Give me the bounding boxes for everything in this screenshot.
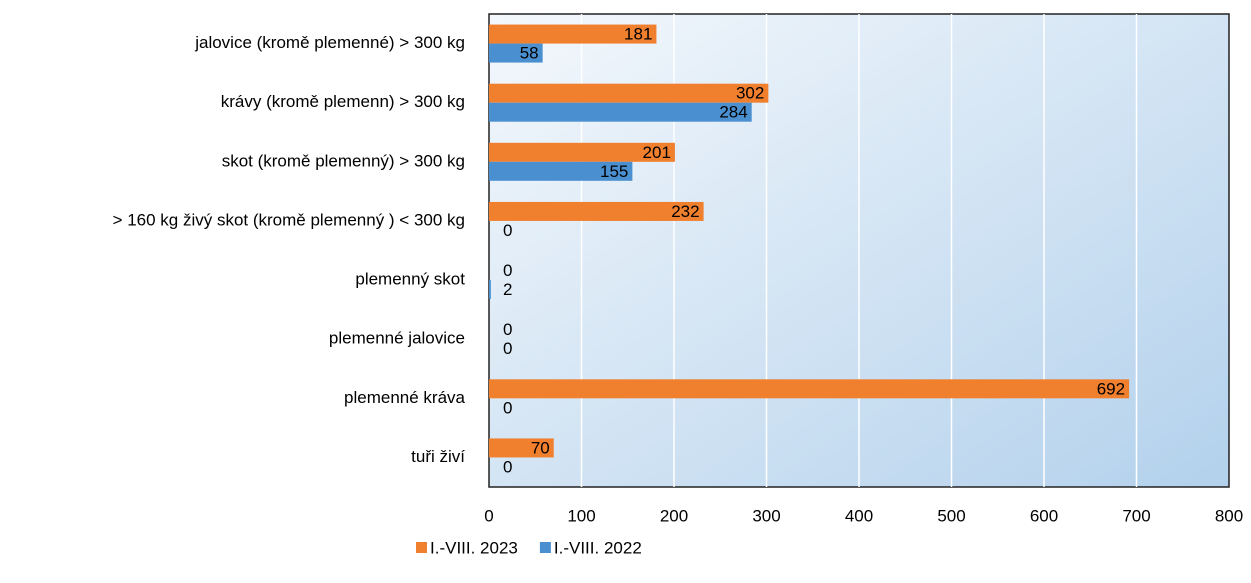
bar	[489, 24, 657, 44]
bar	[489, 83, 769, 103]
data-label: 0	[503, 398, 512, 417]
y-tick-label: tuři živí	[411, 447, 465, 466]
bar	[489, 438, 554, 458]
data-label: 70	[531, 438, 550, 457]
y-tick-label: plemenný skot	[355, 270, 465, 289]
data-label: 0	[503, 221, 512, 240]
legend-swatch	[539, 542, 551, 553]
y-tick-label: skot (kromě plemenný) > 300 kg	[222, 151, 465, 170]
y-tick-label: plemenné jalovice	[329, 329, 465, 348]
bar	[489, 43, 543, 63]
legend-swatch	[416, 542, 427, 553]
data-label: 0	[503, 261, 512, 280]
legend-label: I.-VIII. 2023	[430, 538, 518, 557]
x-tick-label: 500	[937, 506, 965, 525]
data-label: 58	[520, 44, 539, 63]
data-label: 181	[624, 25, 652, 44]
y-tick-label: > 160 kg živý skot (kromě plemenný ) < 3…	[113, 210, 465, 229]
data-label: 0	[503, 457, 512, 476]
data-label: 284	[719, 103, 747, 122]
x-tick-label: 200	[660, 506, 688, 525]
y-tick-label: jalovice (kromě plemenné) > 300 kg	[194, 33, 465, 52]
legend-label: I.-VIII. 2022	[554, 538, 642, 557]
bar	[489, 280, 491, 300]
x-tick-label: 700	[1122, 506, 1150, 525]
x-tick-label: 600	[1030, 506, 1058, 525]
y-tick-label: krávy (kromě plemenn) > 300 kg	[221, 92, 465, 111]
data-label: 155	[600, 162, 628, 181]
data-label: 0	[503, 320, 512, 339]
y-tick-label: plemenné kráva	[344, 388, 466, 407]
bar	[489, 161, 633, 181]
x-tick-label: 300	[752, 506, 780, 525]
data-label: 0	[503, 339, 512, 358]
data-label: 201	[643, 143, 671, 162]
x-tick-label: 100	[567, 506, 595, 525]
x-tick-label: 0	[484, 506, 493, 525]
bar	[489, 201, 704, 221]
data-label: 302	[736, 84, 764, 103]
data-label: 232	[671, 202, 699, 221]
data-label: 692	[1097, 379, 1125, 398]
bar	[489, 379, 1130, 399]
bar	[489, 102, 752, 122]
bar	[489, 142, 675, 162]
data-label: 2	[503, 280, 512, 299]
x-tick-label: 800	[1215, 506, 1243, 525]
x-tick-label: 400	[845, 506, 873, 525]
